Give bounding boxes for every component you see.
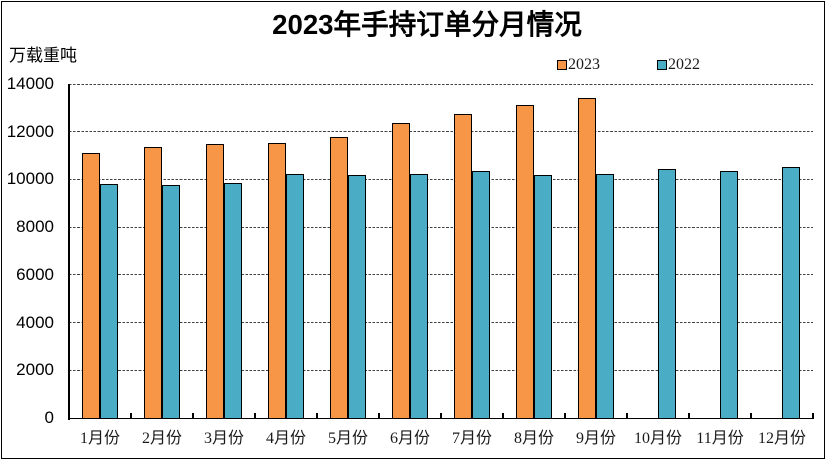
bar-2023-1月份: [81, 153, 100, 420]
x-tick-label-7月份: 7月份: [451, 429, 492, 447]
y-tick-label-8000: 8000: [16, 217, 54, 237]
bar-2023-8月份: [515, 104, 534, 420]
x-tick-1: [130, 413, 132, 418]
y-tick-label-2000: 2000: [16, 360, 54, 380]
x-tick-9: [626, 413, 628, 418]
x-tick-2: [192, 413, 194, 418]
x-tick-11: [750, 413, 752, 418]
bar-2022-10月份: [657, 168, 676, 420]
x-tick-label-8月份: 8月份: [513, 429, 554, 447]
x-tick-label-2月份: 2月份: [141, 429, 182, 447]
bar-2022-11月份: [719, 171, 738, 420]
bar-2023-6月份: [391, 123, 410, 420]
y-axis-title: 万载重吨: [9, 46, 77, 65]
gridline-10000: [69, 178, 813, 180]
x-tick-7: [502, 413, 504, 418]
gridline-4000: [69, 322, 813, 324]
x-tick-12: [812, 413, 814, 418]
gridline-6000: [69, 274, 813, 276]
y-tick-label-0: 0: [44, 408, 54, 428]
x-axis-line: [68, 417, 814, 420]
bar-2022-9月份: [595, 174, 614, 420]
gridline-2000: [69, 369, 813, 371]
x-tick-8: [564, 413, 566, 418]
gridline-12000: [69, 131, 813, 133]
bar-2022-8月份: [533, 175, 552, 420]
y-tick-label-4000: 4000: [16, 312, 54, 332]
x-tick-label-4月份: 4月份: [265, 429, 306, 447]
x-tick-6: [440, 413, 442, 418]
bar-2022-3月份: [223, 182, 242, 420]
x-tick-label-3月份: 3月份: [203, 429, 244, 447]
bar-2022-4月份: [285, 173, 304, 420]
x-tick-label-10月份: 10月份: [633, 429, 682, 447]
y-tick-label-14000: 14000: [6, 74, 54, 93]
y-tick-label-10000: 10000: [6, 169, 54, 189]
x-tick-label-6月份: 6月份: [389, 429, 430, 447]
x-tick-label-1月份: 1月份: [79, 429, 120, 447]
bar-2022-2月份: [161, 184, 180, 420]
bar-2023-5月份: [329, 137, 348, 420]
x-tick-3: [254, 413, 256, 418]
chart-title: 2023年手持订单分月情况: [272, 9, 582, 40]
bar-2023-3月份: [205, 144, 224, 420]
y-tick-label-12000: 12000: [6, 121, 54, 141]
x-tick-10: [688, 413, 690, 418]
x-tick-label-12月份: 12月份: [757, 429, 806, 447]
bar-2022-5月份: [347, 175, 366, 420]
bar-2023-9月份: [577, 97, 596, 420]
bar-2022-6月份: [409, 173, 428, 420]
x-tick-5: [378, 413, 380, 418]
x-tick-4: [316, 413, 318, 418]
bar-2023-4月份: [267, 143, 286, 420]
x-tick-label-11月份: 11月份: [696, 429, 744, 447]
bar-2022-1月份: [99, 183, 118, 420]
bar-2022-7月份: [471, 171, 490, 420]
y-tick-label-6000: 6000: [16, 264, 54, 284]
bar-2022-12月份: [781, 166, 800, 420]
y-axis-line: [68, 84, 70, 420]
x-tick-label-5月份: 5月份: [327, 429, 368, 447]
gridline-14000: [69, 83, 813, 85]
x-tick-label-9月份: 9月份: [575, 429, 616, 447]
bar-2023-2月份: [143, 147, 162, 420]
bar-2023-7月份: [453, 113, 472, 420]
gridline-8000: [69, 226, 813, 228]
